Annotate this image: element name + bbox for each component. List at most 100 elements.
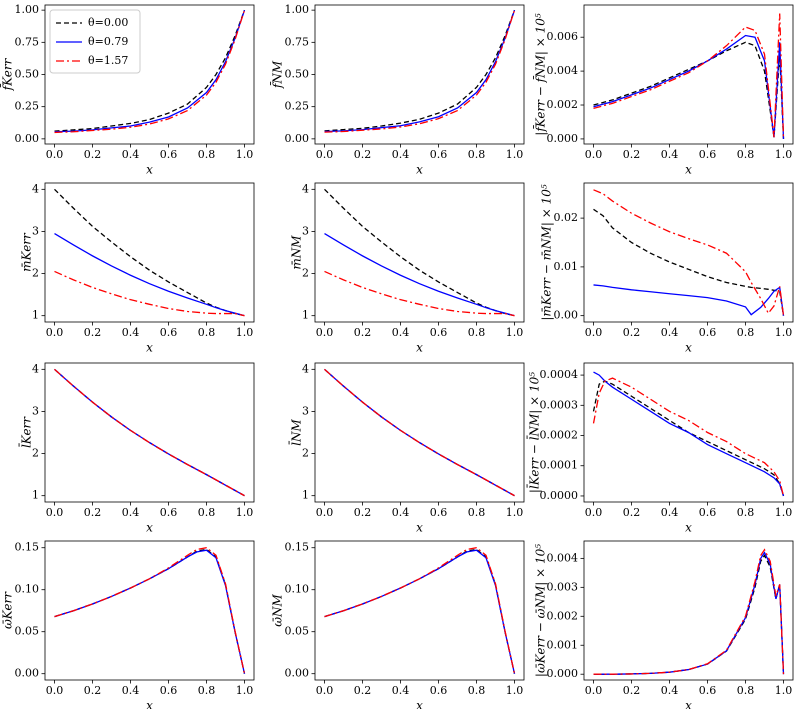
y-tick-label: 0.002 xyxy=(547,609,579,622)
y-tick-label: 2 xyxy=(32,447,39,460)
x-tick-label: 1.0 xyxy=(506,506,524,519)
y-tick-label: 0.10 xyxy=(285,583,310,596)
x-tick-label: 0.0 xyxy=(585,506,603,519)
x-tick-label: 0.0 xyxy=(316,148,334,161)
y-axis-label: ω̄NM xyxy=(271,594,285,627)
y-tick-label: 4 xyxy=(32,182,39,195)
x-axis-label: x xyxy=(416,163,423,177)
y-tick-label: 0.05 xyxy=(285,625,310,638)
x-tick-label: 0.4 xyxy=(392,148,410,161)
x-tick-label: 0.0 xyxy=(585,148,603,161)
x-tick-label: 0.6 xyxy=(160,326,178,339)
x-tick-label: 0.6 xyxy=(430,684,448,697)
x-tick-label: 0.6 xyxy=(699,506,717,519)
y-tick-label: 0.50 xyxy=(285,68,310,81)
y-tick-label: 0.10 xyxy=(15,583,40,596)
y-tick-label: 3 xyxy=(32,224,39,237)
x-tick-label: 1.0 xyxy=(775,506,793,519)
x-tick-label: 0.4 xyxy=(122,326,140,339)
y-axis-label: f̄Kerr xyxy=(0,57,15,91)
x-tick-label: 0.8 xyxy=(737,506,755,519)
y-axis-label: l̄Kerr xyxy=(18,416,34,448)
legend-label: θ=1.57 xyxy=(88,54,128,67)
x-tick-label: 0.4 xyxy=(661,326,679,339)
x-tick-label: 1.0 xyxy=(236,326,254,339)
x-tick-label: 1.0 xyxy=(506,326,524,339)
x-tick-label: 0.8 xyxy=(198,506,216,519)
x-tick-label: 0.2 xyxy=(84,326,102,339)
data-line xyxy=(54,368,245,497)
x-tick-label: 0.2 xyxy=(354,326,372,339)
x-tick-label: 0.2 xyxy=(623,684,641,697)
x-tick-label: 0.6 xyxy=(160,506,178,519)
y-axis-label: ω̄Kerr xyxy=(1,591,15,629)
x-tick-label: 0.4 xyxy=(122,148,140,161)
data-line xyxy=(593,13,785,139)
y-tick-label: 0.003 xyxy=(547,580,579,593)
y-tick-label: 0.0004 xyxy=(540,368,579,381)
x-axis-label: x xyxy=(416,521,423,535)
data-line xyxy=(324,548,516,674)
y-axis-label: |m̄Kerr − m̄NM| × 10⁵ xyxy=(540,184,554,320)
y-tick-label: 4 xyxy=(32,362,39,375)
x-tick-label: 0.0 xyxy=(316,326,334,339)
x-axis-label: x xyxy=(685,699,692,709)
axes-frame xyxy=(583,362,794,503)
x-axis-label: x xyxy=(416,341,423,355)
data-line xyxy=(593,34,785,139)
x-tick-label: 0.6 xyxy=(160,684,178,697)
y-tick-label: 0.00 xyxy=(15,667,40,680)
x-tick-label: 0.2 xyxy=(354,684,372,697)
x-tick-label: 0.8 xyxy=(468,326,486,339)
y-tick-label: 0.001 xyxy=(547,638,579,651)
y-tick-label: 3 xyxy=(32,404,39,417)
data-line xyxy=(54,9,246,134)
x-tick-label: 0.2 xyxy=(623,506,641,519)
y-tick-label: 0.00 xyxy=(285,132,310,145)
data-line xyxy=(54,548,246,674)
x-tick-label: 0.8 xyxy=(198,326,216,339)
legend-box xyxy=(49,9,141,74)
x-tick-label: 1.0 xyxy=(506,148,524,161)
y-axis-label: m̄NM xyxy=(289,235,303,270)
axes-frame xyxy=(314,182,525,323)
x-tick-label: 0.8 xyxy=(468,148,486,161)
x-tick-label: 0.8 xyxy=(198,684,216,697)
data-line xyxy=(593,189,785,316)
x-tick-label: 0.4 xyxy=(122,684,140,697)
x-tick-label: 0.8 xyxy=(737,684,755,697)
x-tick-label: 0.8 xyxy=(737,148,755,161)
x-tick-label: 0.0 xyxy=(316,506,334,519)
y-tick-label: 1 xyxy=(32,489,39,502)
y-tick-label: 0.0002 xyxy=(540,429,579,442)
data-line xyxy=(593,554,785,675)
y-tick-label: 1 xyxy=(302,489,309,502)
y-tick-label: 0.002 xyxy=(547,98,579,111)
x-tick-label: 0.2 xyxy=(623,148,641,161)
x-tick-label: 0.0 xyxy=(46,506,64,519)
y-tick-label: 2 xyxy=(302,267,309,280)
data-line xyxy=(593,284,785,316)
x-tick-label: 0.6 xyxy=(430,326,448,339)
y-tick-label: 0.50 xyxy=(15,68,40,81)
axes-frame xyxy=(44,362,255,503)
y-tick-label: 0.000 xyxy=(547,132,579,145)
y-tick-label: 0.01 xyxy=(554,260,579,273)
x-tick-label: 0.8 xyxy=(198,148,216,161)
data-line xyxy=(54,270,245,317)
data-line xyxy=(592,380,785,497)
y-tick-label: 1 xyxy=(32,309,39,322)
y-axis-label: |ω̄Kerr − ω̄NM| × 10⁵ xyxy=(534,544,548,677)
x-tick-label: 1.0 xyxy=(236,684,254,697)
x-tick-label: 1.0 xyxy=(775,684,793,697)
x-tick-label: 0.4 xyxy=(661,684,679,697)
y-tick-label: 1 xyxy=(302,309,309,322)
x-axis-label: x xyxy=(685,163,692,177)
x-tick-label: 0.4 xyxy=(122,506,140,519)
axes-frame xyxy=(44,182,255,323)
data-line xyxy=(54,368,245,497)
x-tick-label: 0.4 xyxy=(392,684,410,697)
data-line xyxy=(54,9,246,132)
x-tick-label: 1.0 xyxy=(236,148,254,161)
